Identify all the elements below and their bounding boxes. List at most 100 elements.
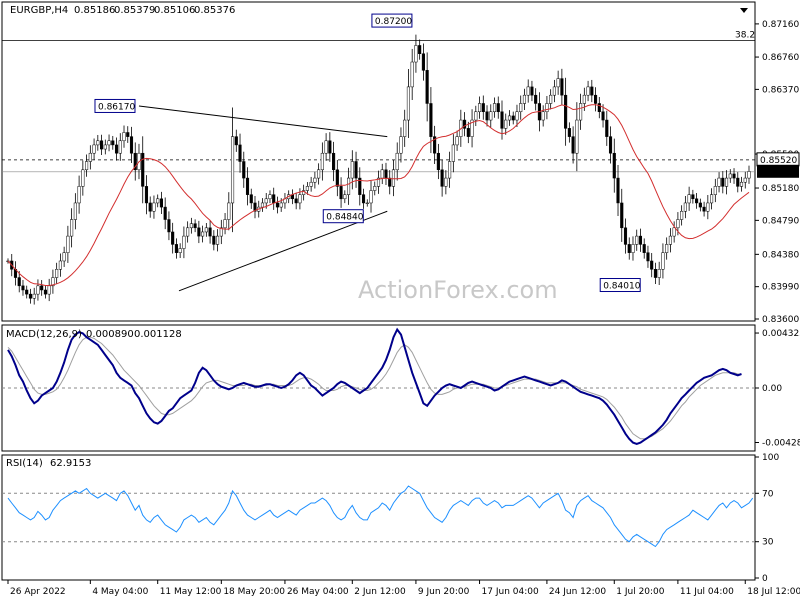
macd-signal-line [7,336,742,440]
candle-body-24 [96,140,100,146]
candle-body-123 [466,128,470,137]
candle-body-54 [208,227,212,237]
time-tick-label-9: 1 Jul 20:00 [616,587,665,597]
candle-body-167 [631,244,635,253]
current-price-tag [757,164,799,178]
candle-body-150 [567,128,571,137]
candle-body-44 [171,231,175,245]
candle-body-14 [58,260,62,270]
annotation-tag-2 [322,209,364,224]
candle-body-73 [279,202,283,208]
candle-body-88 [335,169,339,187]
time-tick-label-4: 26 May 04:00 [287,587,349,597]
candle-body-155 [586,86,590,96]
candle-body-128 [485,111,489,121]
candle-body-174 [657,269,661,278]
candle-body-7 [32,293,36,299]
candle-body-146 [552,86,556,96]
price-trendlines [138,105,388,292]
price-tick-label-8: 0.87160 [762,20,799,30]
macd-lines [7,327,742,445]
candle-body-161 [608,136,613,154]
candle-body-20 [81,169,85,187]
ohlc-open: 0.85186 [74,5,115,16]
candle-body-32 [126,132,130,137]
macd-value: 0.000890 [86,329,134,340]
candle-body-162 [612,152,616,179]
chart-dropdown-icon[interactable] [740,8,748,13]
candle-body-163 [616,177,620,204]
moving-average-line [7,104,750,286]
candle-body-84 [320,152,324,171]
candle-body-104 [395,152,399,171]
candle-body-99 [376,177,381,187]
candle-body-21 [85,161,89,171]
candle-body-87 [332,152,336,171]
annotation-label-0: 0.87200 [375,17,412,27]
candle-body-48 [186,227,190,237]
candle-body-137 [519,103,523,113]
candle-body-36 [141,152,145,187]
candle-body-152 [575,119,579,154]
candle-body-102 [388,177,392,187]
candle-body-64 [245,177,250,195]
candle-body-154 [582,94,586,104]
candle-body-60 [230,136,235,204]
rsi-tick-label-0: 100 [762,453,779,463]
annotation-tag-3 [599,278,641,293]
candle-body-94 [358,177,362,195]
candle-body-45 [174,244,178,253]
candle-body-114 [433,136,437,154]
candle-body-177 [668,235,672,245]
rsi-lines [7,485,754,548]
candle-body-147 [556,78,560,88]
candle-body-124 [470,119,474,137]
candle-body-70 [268,194,272,200]
candle-body-118 [448,161,452,179]
candle-body-111 [421,53,425,71]
candle-body-34 [133,152,137,171]
candle-body-184 [695,198,699,204]
candle-body-186 [702,206,706,212]
time-tick-label-6: 9 Jun 20:00 [418,587,470,597]
candle-body-77 [294,198,298,204]
candle-body-100 [380,169,384,179]
rsi-tick-label-2: 30 [762,538,774,548]
triangle-upper-line [138,105,388,138]
candle-body-107 [406,86,410,121]
candle-body-175 [661,252,665,270]
candle-body-133 [504,119,508,129]
price-tick-label-0: 0.83600 [762,315,799,325]
candle-body-91 [347,177,351,195]
candle-body-101 [384,169,388,179]
candle-body-68 [260,202,265,208]
candle-body-115 [436,152,440,171]
annotation-label-1: 0.86170 [98,102,135,112]
macd-title-group: MACD(12,26,9) 0.000890 0.001128 [6,329,182,340]
candle-body-59 [227,202,231,220]
candle-body-178 [672,227,676,237]
candle-body-173 [653,269,657,278]
candle-body-106 [403,119,407,137]
candle-body-156 [590,86,594,96]
candle-body-125 [474,111,478,121]
candle-body-135 [511,115,515,121]
candle-body-49 [189,223,193,229]
candle-body-61 [234,136,238,146]
candle-body-18 [73,202,77,220]
candle-body-127 [481,103,485,113]
candle-body-38 [148,202,152,212]
candle-body-148 [560,78,564,96]
price-title: EURGBP,H4 [10,5,68,16]
time-tick-label-7: 17 Jun 04:00 [482,587,539,597]
candle-body-192 [724,177,729,187]
time-tick-label-3: 18 May 20:00 [223,587,285,597]
candle-body-80 [305,186,309,191]
candle-body-8 [36,285,40,295]
candle-body-69 [264,198,268,204]
candle-body-55 [212,235,216,245]
candle-body-40 [156,198,160,204]
candle-body-131 [496,103,500,113]
candle-body-72 [275,202,280,208]
candle-body-43 [167,219,171,233]
